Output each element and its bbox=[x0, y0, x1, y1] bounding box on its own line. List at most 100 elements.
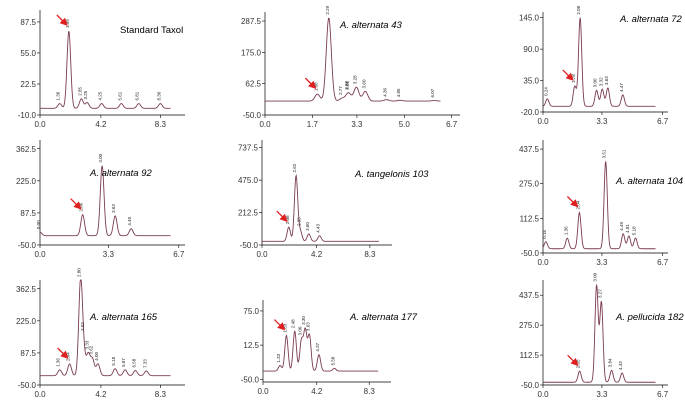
y-tick-label: -50.0 bbox=[240, 241, 259, 250]
x-tick-label: 3.3 bbox=[596, 117, 608, 126]
peak-label: 3.62 bbox=[88, 345, 93, 354]
red-arrow-icon bbox=[276, 210, 288, 223]
red-arrow-icon bbox=[567, 354, 579, 367]
y-tick-label: 90.0 bbox=[523, 45, 539, 54]
peak-label: 2.85 bbox=[77, 86, 82, 95]
peak-label: 4.40 bbox=[127, 216, 132, 225]
peak-label: 4.49 bbox=[619, 222, 624, 231]
chromatogram-panel-8: -50.012.575.00.0 4.2 8.31.331.83 2.483.003.… bbox=[241, 300, 418, 396]
peak-label: 4.85 bbox=[396, 88, 401, 97]
peak-label: 4.37 bbox=[315, 342, 320, 351]
x-tick-label: 0.0 bbox=[34, 250, 46, 259]
panel-title: A. alternata 177 bbox=[349, 312, 418, 323]
y-tick-label: 175.0 bbox=[241, 48, 262, 57]
x-tick-label: 3.3 bbox=[596, 258, 608, 267]
y-tick-label: -50.0 bbox=[18, 381, 37, 390]
x-tick-label: 6.7 bbox=[657, 117, 669, 126]
peak-label: 2.80 bbox=[77, 268, 82, 277]
y-tick-label: -50.0 bbox=[243, 111, 262, 120]
y-tick-label: 225.0 bbox=[16, 177, 37, 186]
y-tick-label: 437.5 bbox=[519, 145, 540, 154]
red-arrow-icon bbox=[304, 77, 317, 90]
y-tick-label: 225.0 bbox=[16, 317, 37, 326]
chromatogram-trace bbox=[542, 17, 656, 107]
peak-label: 5.87 bbox=[121, 358, 126, 367]
peak-label: 2.62 bbox=[292, 163, 297, 172]
x-tick-label: 8.3 bbox=[155, 390, 167, 399]
y-tick-label: -10.0 bbox=[18, 111, 37, 120]
x-tick-label: 5.0 bbox=[399, 120, 411, 129]
y-tick-label: 145.0 bbox=[519, 14, 540, 23]
peak-label: 4.36 bbox=[382, 87, 387, 96]
panel-title: A. tangelonis 103 bbox=[354, 169, 429, 180]
peak-label: 3.00 bbox=[593, 272, 598, 281]
peak-label: 2.95 bbox=[296, 217, 301, 226]
panel-title: Standard Taxol bbox=[120, 25, 183, 36]
y-tick-label: 87.5 bbox=[20, 349, 36, 358]
peak-label: 3.63 bbox=[305, 322, 310, 331]
peak-label: 3.27 bbox=[597, 289, 602, 298]
peak-label: 3.25 bbox=[83, 90, 88, 99]
peak-label: 7.33 bbox=[142, 359, 147, 368]
chromatogram-trace bbox=[39, 165, 171, 237]
peak-label: 6.07 bbox=[430, 88, 435, 97]
x-tick-label: 0.0 bbox=[34, 390, 46, 399]
x-tick-label: 0.0 bbox=[537, 117, 549, 126]
peak-label: 4.43 bbox=[316, 223, 321, 232]
panel-title: A. alternata 104 bbox=[615, 176, 683, 187]
peak-label: 3.63 bbox=[604, 76, 609, 85]
peak-label: 5.18 bbox=[111, 356, 116, 365]
chromatogram-trace bbox=[542, 161, 656, 250]
peak-label: 5.18 bbox=[632, 226, 637, 235]
x-tick-label: 8.3 bbox=[155, 120, 167, 129]
y-tick-label: 437.5 bbox=[519, 291, 540, 300]
y-tick-label: -50.0 bbox=[521, 249, 540, 258]
peak-label: 3.00 bbox=[98, 153, 103, 162]
y-tick-label: 362.5 bbox=[16, 285, 37, 294]
y-tick-label: 275.0 bbox=[519, 180, 540, 189]
chromatogram-trace bbox=[40, 279, 171, 377]
peak-label: 3.28 bbox=[352, 75, 357, 84]
peak-label: 4.47 bbox=[619, 83, 624, 92]
y-tick-label: 55.0 bbox=[20, 49, 36, 58]
panel-title: A. alternata 43 bbox=[339, 20, 403, 31]
y-tick-label: 87.5 bbox=[20, 209, 36, 218]
y-tick-label: 362.5 bbox=[16, 145, 37, 154]
peak-label: 3.00 bbox=[593, 78, 598, 87]
x-tick-label: 8.3 bbox=[364, 250, 376, 259]
x-tick-label: 0.0 bbox=[256, 250, 268, 259]
y-tick-label: -50.0 bbox=[241, 375, 260, 384]
x-tick-label: 0.0 bbox=[537, 390, 549, 399]
y-tick-label: 112.5 bbox=[520, 351, 540, 360]
peak-label: 3.02 bbox=[80, 322, 85, 331]
x-tick-label: 8.3 bbox=[364, 387, 376, 396]
panel-title: A. alternata 92 bbox=[89, 168, 153, 179]
y-tick-label: 212.5 bbox=[238, 209, 259, 218]
y-tick-label: -20.0 bbox=[521, 108, 540, 117]
red-arrow-icon bbox=[273, 319, 286, 331]
peak-label: 8.30 bbox=[156, 91, 161, 100]
peak-label: 5.61 bbox=[117, 91, 122, 100]
peak-label: 6.81 bbox=[135, 91, 140, 100]
x-tick-label: 4.2 bbox=[311, 387, 323, 396]
y-tick-label: 12.5 bbox=[243, 341, 259, 350]
chromatogram-trace bbox=[262, 173, 379, 242]
y-tick-label: 475.0 bbox=[238, 176, 259, 185]
peak-label: 4.81 bbox=[625, 224, 630, 233]
panel-title: A. alternata 165 bbox=[89, 312, 158, 323]
x-tick-label: 0.0 bbox=[537, 258, 549, 267]
peak-label: 3.01 bbox=[345, 80, 350, 89]
x-tick-label: 6.7 bbox=[446, 120, 458, 129]
y-tick-label: 35.0 bbox=[523, 77, 539, 86]
peak-label: 3.30 bbox=[301, 316, 306, 325]
peak-label: 3.32 bbox=[598, 77, 603, 86]
peak-label: 4.25 bbox=[98, 91, 103, 100]
x-tick-label: 3.3 bbox=[351, 120, 363, 129]
x-tick-label: 1.7 bbox=[307, 120, 319, 129]
red-arrow-icon bbox=[562, 69, 574, 81]
y-tick-label: 22.5 bbox=[20, 80, 36, 89]
